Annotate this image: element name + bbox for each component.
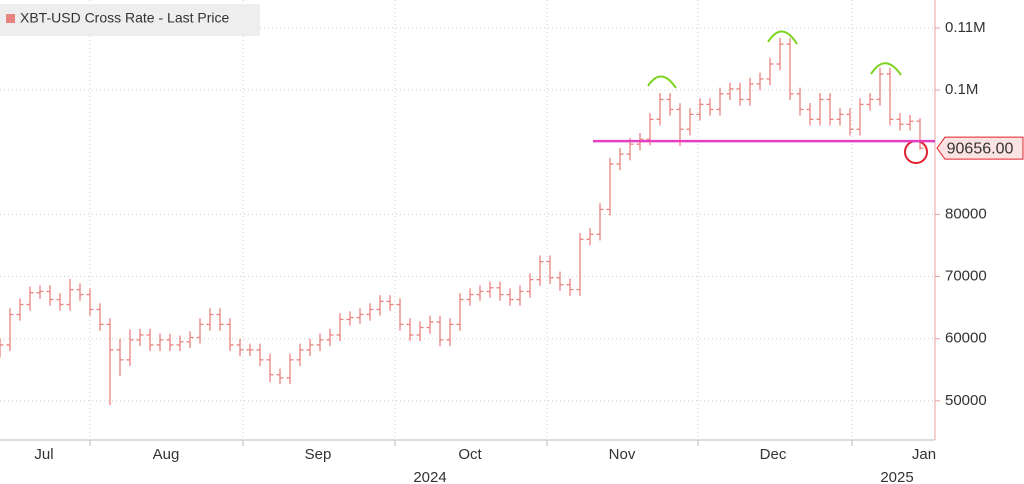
annotations [647, 30, 928, 164]
last-price-label: 90656.00 [947, 140, 1014, 157]
year-label: 2024 [413, 469, 446, 484]
x-tick-label: Aug [153, 446, 180, 463]
y-tick-label: 50000 [945, 392, 987, 409]
x-tick-label: Jan [912, 446, 936, 463]
y-tick-label: 0.11M [945, 19, 986, 36]
peak-arc [767, 30, 798, 45]
x-tick-label: Sep [305, 446, 332, 463]
y-tick-label: 70000 [945, 268, 987, 285]
x-tick-label: Jul [34, 446, 53, 463]
y-tick-label: 80000 [945, 205, 987, 222]
peak-arc [870, 62, 902, 76]
y-tick-label: 0.1M [945, 81, 978, 98]
overlay: 90656.00 [593, 136, 1024, 160]
legend-box [0, 4, 260, 36]
year-label: 2025 [880, 469, 913, 484]
grid: 50000 60000 70000 80000 0.1M 0.11M Jul Aug Sep Oc… [0, 0, 987, 484]
y-tick-label: 60000 [945, 330, 987, 347]
legend: XBT-USD Cross Rate - Last Price [0, 4, 260, 36]
legend-swatch [6, 14, 15, 23]
legend-label: XBT-USD Cross Rate - Last Price [20, 10, 229, 26]
peak-arc [647, 75, 677, 89]
highlight-circle [904, 140, 928, 164]
bars [0, 37, 924, 406]
x-tick-label: Oct [458, 446, 482, 463]
x-tick-label: Dec [760, 446, 787, 463]
x-tick-label: Nov [609, 446, 636, 463]
last-price-tag [936, 136, 1024, 160]
